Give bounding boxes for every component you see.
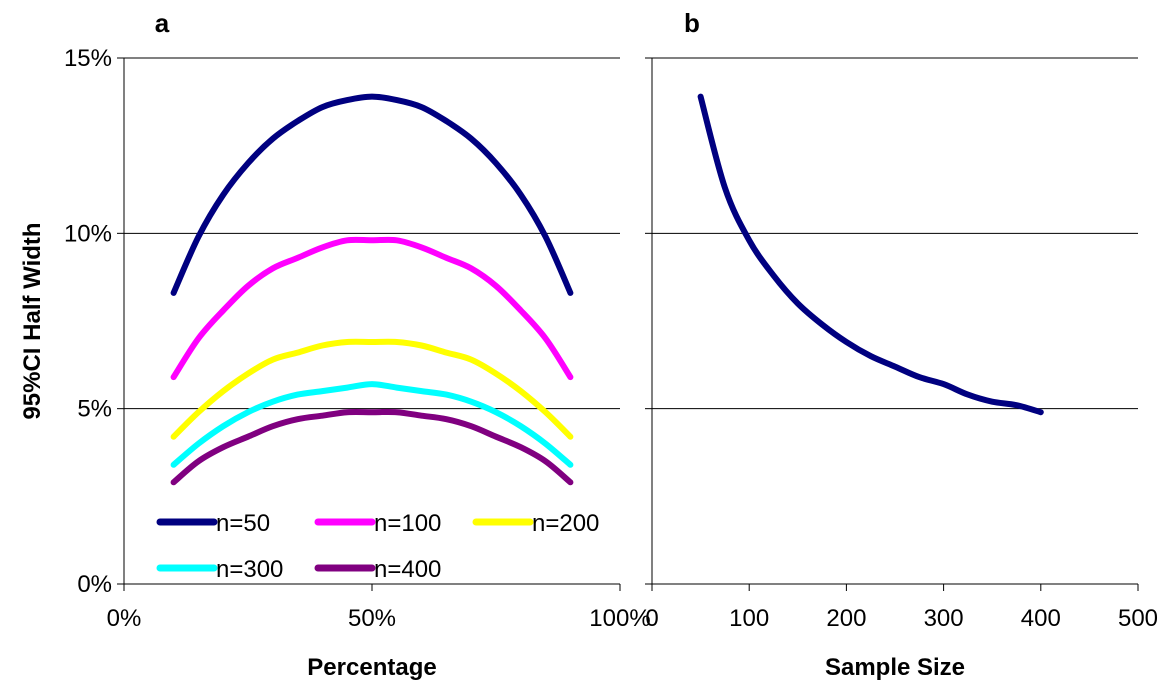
x-tick-label: 0% xyxy=(107,605,142,632)
legend: n=50 n=100 n=200 n=300 n=400 xyxy=(156,510,599,583)
y-tick-label: 5% xyxy=(77,396,112,423)
series-line-n=300 xyxy=(170,381,574,468)
x-axis-title: Sample Size xyxy=(825,654,965,681)
series-line-n=100 xyxy=(170,236,574,381)
x-axis-title: Percentage xyxy=(307,654,436,681)
series-line-series-0 xyxy=(697,93,1044,416)
panel-label: b xyxy=(684,8,700,38)
panel-label: a xyxy=(155,8,170,38)
series-line-n=400 xyxy=(170,408,574,486)
x-tick-label: 50% xyxy=(348,605,396,632)
x-tick-label: 200 xyxy=(826,605,866,632)
chart-panel-a: 0% 50% 100% 0% 5% 10% 15% Percentage 95%CI Half … xyxy=(19,8,651,681)
series-line-n=50 xyxy=(170,93,574,296)
series-line-n=200 xyxy=(170,338,574,440)
legend-label: n=300 xyxy=(216,556,283,583)
legend-label: n=400 xyxy=(374,556,441,583)
y-tick-label: 10% xyxy=(64,220,112,247)
x-tick-label: 400 xyxy=(1021,605,1061,632)
y-axis-title: 95%CI Half Width xyxy=(19,222,46,419)
legend-label: n=50 xyxy=(216,510,270,537)
legend-label: n=200 xyxy=(532,510,599,537)
x-tick-label: 0 xyxy=(645,605,658,632)
y-tick-label: 15% xyxy=(64,45,112,72)
x-tick-label: 300 xyxy=(924,605,964,632)
y-tick-label: 0% xyxy=(77,571,112,598)
x-tick-label: 100% xyxy=(589,605,650,632)
chart-panel-b: 0 100 200 300 400 500 Sample Size b xyxy=(645,8,1158,681)
x-tick-label: 100 xyxy=(729,605,769,632)
legend-label: n=100 xyxy=(374,510,441,537)
x-tick-label: 500 xyxy=(1118,605,1158,632)
